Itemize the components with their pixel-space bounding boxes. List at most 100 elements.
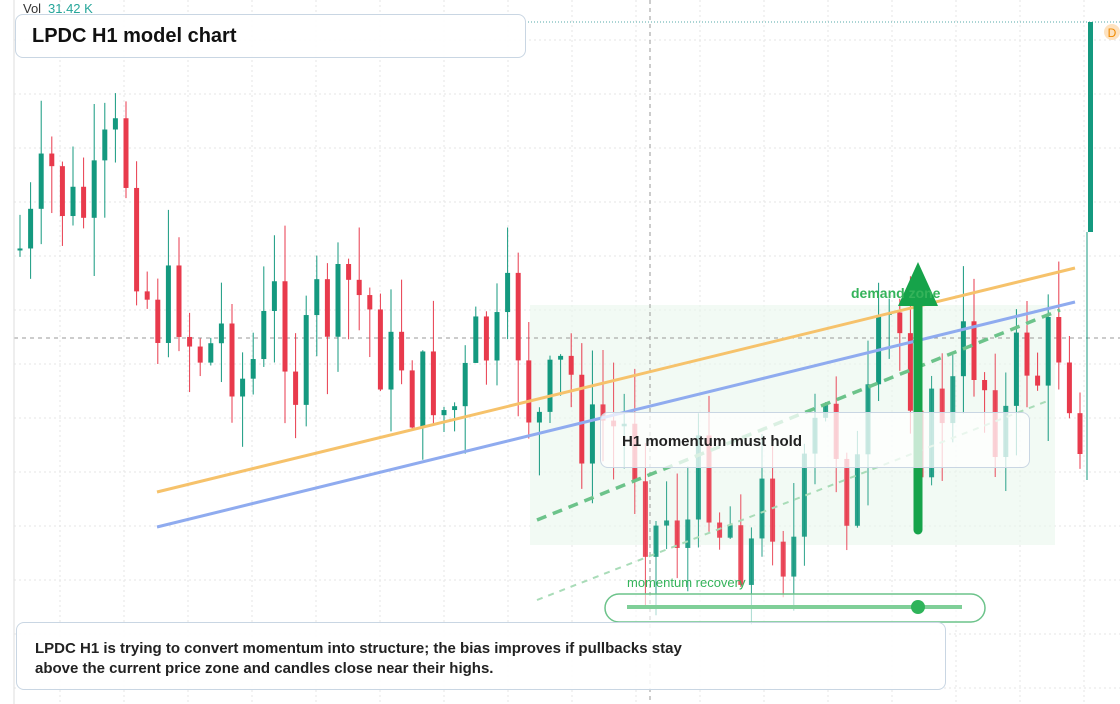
candle-body	[706, 435, 712, 523]
candle-body	[536, 411, 542, 423]
caption-box: LPDC H1 is trying to convert momentum in…	[16, 622, 946, 690]
candle-body	[218, 323, 224, 344]
candle-body	[59, 166, 65, 217]
candle-body	[123, 118, 129, 188]
candle-body	[770, 478, 776, 542]
candle-body	[38, 153, 44, 209]
candle-body	[187, 336, 193, 347]
zone-label: demand zone	[851, 285, 941, 301]
candle-body	[589, 404, 595, 464]
candle-body	[505, 272, 511, 313]
candle-body	[144, 291, 150, 300]
candle-body	[526, 360, 532, 423]
candle-body	[261, 310, 267, 360]
candle-body	[642, 481, 648, 557]
candle-body	[462, 362, 468, 407]
candle-body	[430, 351, 436, 416]
candle-body	[547, 359, 553, 412]
candle-body	[176, 265, 182, 337]
candle-body	[823, 403, 829, 418]
candle-body	[664, 520, 670, 526]
candle-body	[515, 272, 521, 361]
candle-body	[208, 343, 214, 363]
candle-body	[483, 316, 489, 361]
candle-body	[558, 355, 564, 360]
callout: H1 momentum must hold	[622, 433, 803, 450]
candle-body	[388, 331, 394, 390]
candle-body	[579, 374, 585, 464]
candle-body	[674, 520, 680, 548]
caption: LPDC H1 is trying to convert momentum in…	[35, 640, 682, 677]
recovery-label: momentum recovery	[627, 575, 746, 590]
candle-body	[367, 295, 373, 310]
candle-body	[197, 346, 203, 363]
candle-body	[791, 536, 797, 577]
candle-body	[250, 359, 256, 379]
candle-body	[727, 525, 733, 538]
candle-body	[346, 264, 352, 280]
candle-body	[1045, 317, 1051, 386]
volume-value: 31.42 K	[48, 1, 93, 16]
candle-body	[801, 453, 807, 537]
recovery-dot	[911, 600, 925, 614]
candle-body	[17, 248, 23, 251]
candle-body	[377, 309, 383, 390]
candle-body	[759, 478, 765, 539]
candle-body	[939, 388, 945, 424]
candle-body	[155, 299, 161, 343]
candle-body	[950, 376, 956, 424]
candle-body	[49, 153, 55, 167]
candle-body	[844, 458, 850, 526]
candle-body	[165, 265, 171, 343]
candle-body	[441, 410, 447, 416]
candle-body	[653, 525, 659, 557]
badge	[1104, 24, 1120, 40]
candle-body	[738, 525, 744, 585]
candle-body	[854, 454, 860, 526]
candle-body	[399, 331, 405, 371]
badge-label: D	[1108, 26, 1117, 40]
candle-body	[229, 323, 235, 397]
candle-body	[717, 522, 723, 538]
candle-body	[271, 281, 277, 311]
candle-body	[971, 321, 977, 380]
candle-body	[897, 312, 903, 334]
arrow-head	[898, 262, 938, 306]
candle-body	[70, 186, 76, 217]
volume-label: Vol	[23, 1, 41, 16]
candle-body	[1013, 332, 1019, 406]
candle-body	[494, 312, 500, 361]
candle-body	[1024, 332, 1030, 376]
candle-body	[356, 279, 362, 296]
candle-body	[695, 435, 701, 520]
candle-body	[282, 281, 288, 372]
candle-body	[240, 378, 246, 397]
candle-body	[568, 355, 574, 375]
candle-body	[1077, 413, 1083, 455]
candle-body	[780, 541, 786, 577]
candle-body	[91, 160, 97, 218]
candle-body	[1066, 362, 1072, 414]
callout-box: H1 momentum must hold	[600, 412, 1030, 468]
candle-body	[907, 333, 913, 411]
candle-body	[748, 538, 754, 585]
candle-body	[293, 371, 299, 405]
candle-body	[452, 406, 458, 411]
title: LPDC H1 model chart	[32, 25, 237, 47]
candle-body	[685, 519, 691, 548]
candle-body	[1035, 375, 1041, 386]
candle-body	[112, 118, 118, 130]
candle-body	[982, 379, 988, 391]
candle-body	[28, 208, 34, 249]
candle-body	[409, 370, 415, 428]
candle-body	[420, 351, 426, 428]
candle-body	[335, 264, 341, 337]
title-box: LPDC H1 model chart	[15, 14, 526, 58]
candle-body	[134, 187, 140, 292]
candle-body	[324, 279, 330, 337]
candle-body	[303, 315, 309, 405]
candle-body	[102, 129, 108, 161]
candle-body	[473, 316, 479, 363]
